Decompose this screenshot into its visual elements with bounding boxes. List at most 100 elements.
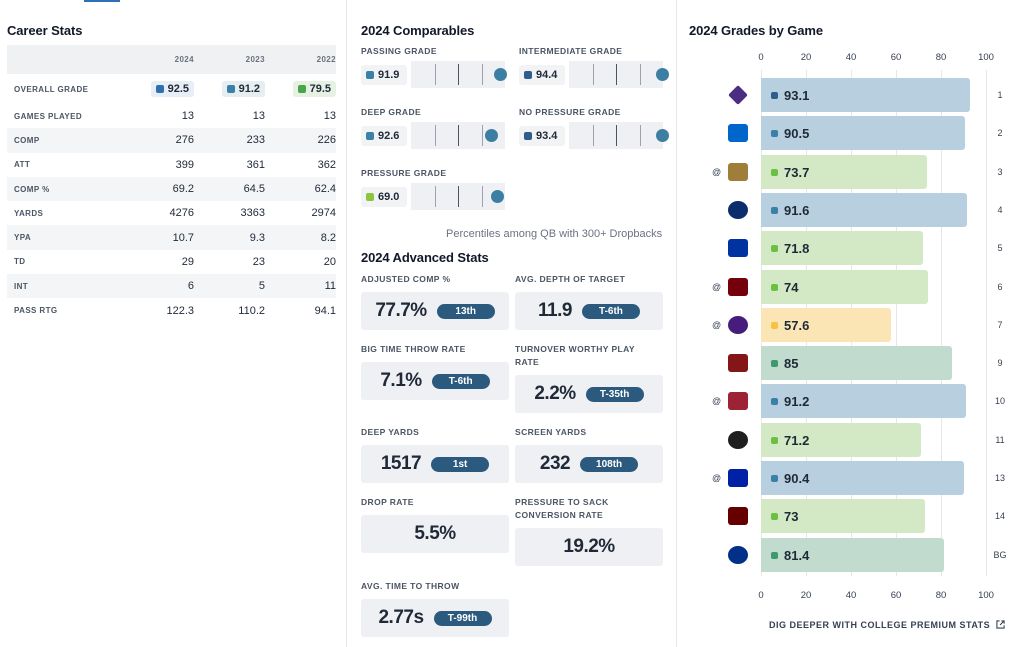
advanced-stat-label: AVG. TIME TO THROW bbox=[361, 581, 460, 591]
grade-color-swatch bbox=[771, 244, 778, 252]
table-cell: 5 bbox=[258, 280, 265, 293]
away-marker: @ bbox=[712, 320, 722, 330]
grade-bar[interactable] bbox=[761, 193, 967, 227]
grade-bar[interactable] bbox=[761, 155, 927, 189]
week-label: 14 bbox=[994, 511, 1005, 521]
advanced-stat-box: 5.5% bbox=[361, 515, 509, 553]
grade-bar[interactable] bbox=[761, 78, 970, 112]
week-label: 4 bbox=[997, 205, 1003, 215]
grade-bar-value: 71.8 bbox=[771, 231, 809, 265]
grade-number: 85 bbox=[784, 355, 799, 371]
advanced-stat-value: 7.1% bbox=[380, 370, 422, 391]
axis-tick-label: 0 bbox=[758, 52, 764, 63]
diamond-logo-icon[interactable] bbox=[724, 82, 752, 108]
percentile-track bbox=[411, 183, 505, 210]
table-cell: 399 bbox=[175, 158, 194, 171]
percentile-tick bbox=[593, 125, 594, 146]
grade-color-swatch bbox=[524, 70, 532, 79]
row-label: TD bbox=[14, 257, 26, 267]
table-cell: 361 bbox=[246, 158, 265, 171]
percentile-tick bbox=[482, 125, 483, 146]
table-cell: 64.5 bbox=[243, 183, 265, 196]
uk-logo-icon-shape bbox=[728, 239, 748, 257]
career-stats-table: 2024 2023 2022 OVERALL GRADE 92.5 91.2 79.5 GAM… bbox=[7, 45, 336, 323]
razorback-logo-icon-shape bbox=[728, 392, 748, 410]
grade-number: 91.6 bbox=[784, 202, 810, 218]
comparable-number: 69.0 bbox=[378, 190, 400, 203]
grade-number: 91.2 bbox=[784, 393, 810, 409]
grade-color-swatch bbox=[297, 85, 306, 93]
grade-bar[interactable] bbox=[761, 499, 925, 533]
comparable-meter: 93.4 bbox=[519, 122, 669, 149]
week-label: BG bbox=[993, 550, 1007, 560]
row-label: INT bbox=[14, 281, 29, 291]
grade-color-swatch bbox=[771, 436, 778, 444]
comparable-number: 94.4 bbox=[536, 68, 558, 81]
table-row: PASS RTG 122.3 110.2 94.1 bbox=[7, 298, 336, 322]
table-cell: 69.2 bbox=[172, 183, 194, 196]
career-stats-title: Career Stats bbox=[7, 23, 83, 38]
table-row: TD 29 23 20 bbox=[7, 250, 336, 274]
grade-cell: 92.5 bbox=[123, 81, 194, 97]
grade-bar[interactable] bbox=[761, 116, 965, 150]
grade-bar[interactable] bbox=[761, 423, 921, 457]
advanced-stat-value: 5.5% bbox=[414, 523, 456, 544]
comparable-label: DEEP GRADE bbox=[361, 107, 422, 117]
advanced-stat-value: 77.7% bbox=[375, 300, 427, 321]
grade-bar[interactable] bbox=[761, 346, 952, 380]
eagle-logo-icon[interactable] bbox=[724, 197, 752, 223]
comparable-value: 69.0 bbox=[361, 186, 407, 207]
advanced-stat-box: 19.2% bbox=[515, 528, 663, 566]
grade-bar-value: 57.6 bbox=[771, 308, 809, 342]
grade-color-swatch bbox=[524, 131, 532, 140]
grade-color-swatch bbox=[771, 551, 778, 559]
grade-bar-value: 73 bbox=[771, 499, 798, 533]
diamond-logo-icon-shape bbox=[728, 85, 748, 105]
percentile-tick bbox=[593, 64, 594, 85]
gator-logo-icon[interactable] bbox=[724, 465, 752, 491]
grade-value: 91.2 bbox=[238, 83, 260, 95]
table-cell: 13 bbox=[181, 110, 194, 123]
table-cell: 3363 bbox=[240, 207, 265, 220]
axis-tick-label: 80 bbox=[935, 52, 947, 63]
grade-color-swatch bbox=[771, 474, 778, 482]
grade-bar[interactable] bbox=[761, 461, 964, 495]
msu-logo-icon[interactable] bbox=[724, 503, 752, 529]
gamecock-logo-icon[interactable] bbox=[724, 274, 752, 300]
rank-badge: T-99th bbox=[433, 610, 492, 626]
percentile-footnote: Percentiles among QB with 300+ Dropbacks bbox=[446, 228, 663, 240]
lsu-logo-icon[interactable] bbox=[724, 312, 752, 338]
mtsu-logo-icon[interactable] bbox=[724, 120, 752, 146]
grade-bar[interactable] bbox=[761, 231, 923, 265]
axis-tick-label: 40 bbox=[845, 590, 857, 601]
advanced-stat-box: 11.9 T-6th bbox=[515, 292, 663, 330]
grade-color-swatch bbox=[366, 192, 374, 201]
grade-color-swatch bbox=[771, 91, 778, 99]
college-premium-link[interactable]: DIG DEEPER WITH COLLEGE PREMIUM STATS bbox=[769, 620, 1005, 630]
duke-logo-icon[interactable] bbox=[724, 542, 752, 568]
uk-logo-icon[interactable] bbox=[724, 235, 752, 261]
grade-bar[interactable] bbox=[761, 308, 891, 342]
advanced-stat-value: 1517 bbox=[380, 453, 422, 474]
advanced-stat-label: AVG. DEPTH OF TARGET bbox=[515, 274, 626, 284]
comparable-meter: 69.0 bbox=[361, 183, 505, 210]
percentile-dot bbox=[494, 68, 507, 81]
axis-tick-label: 20 bbox=[800, 52, 812, 63]
wf-logo-icon[interactable] bbox=[724, 159, 752, 185]
grade-bar[interactable] bbox=[761, 270, 928, 304]
ou-logo-icon[interactable] bbox=[724, 350, 752, 376]
grade-number: 93.1 bbox=[784, 87, 810, 103]
row-label: COMP bbox=[14, 135, 40, 145]
external-link-icon bbox=[996, 620, 1005, 629]
comparable-value: 94.4 bbox=[519, 64, 565, 85]
grade-number: 90.4 bbox=[784, 470, 810, 486]
percentile-tick bbox=[482, 64, 483, 85]
grade-bar[interactable] bbox=[761, 384, 966, 418]
razorback-logo-icon[interactable] bbox=[724, 388, 752, 414]
active-tab-indicator bbox=[84, 0, 120, 2]
grade-bar[interactable] bbox=[761, 538, 944, 572]
g-logo-icon[interactable] bbox=[724, 427, 752, 453]
week-label: 13 bbox=[994, 473, 1005, 483]
grade-color-swatch bbox=[771, 321, 778, 329]
grade-number: 71.8 bbox=[784, 240, 810, 256]
